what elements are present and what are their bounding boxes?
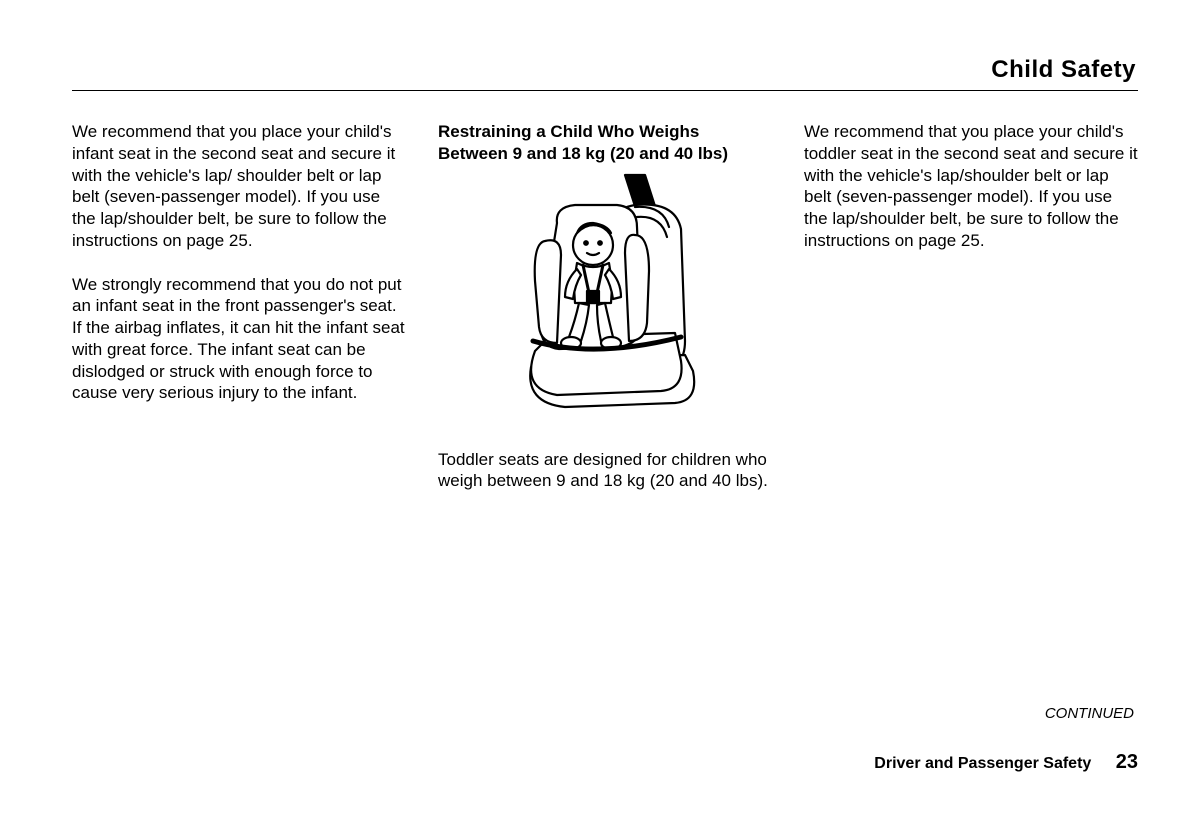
page-title: Child Safety <box>72 56 1136 84</box>
footer-page-number: 23 <box>1116 751 1138 773</box>
manual-page: Child Safety We recommend that you place… <box>0 0 1200 822</box>
child-seat-illustration-icon <box>485 171 725 431</box>
child-seat-figure <box>438 171 772 431</box>
col1-paragraph-1: We recommend that you place your child's… <box>72 121 406 252</box>
column-3: We recommend that you place your child's… <box>804 121 1138 514</box>
page-ref-link[interactable]: 25 <box>961 231 980 250</box>
col3-p1-text-post: . <box>980 231 985 250</box>
col3-paragraph-1: We recommend that you place your child's… <box>804 121 1138 252</box>
col1-paragraph-2: We strongly recommend that you do not pu… <box>72 274 406 405</box>
col1-p1-text-post: . <box>248 231 253 250</box>
title-rule <box>72 90 1138 91</box>
column-2: Restraining a Child Who Weighs Between 9… <box>438 121 772 514</box>
col2-caption: Toddler seats are designed for children … <box>438 449 772 493</box>
title-wrap: Child Safety <box>72 56 1138 84</box>
continued-label: CONTINUED <box>1045 705 1134 722</box>
page-footer: Driver and Passenger Safety 23 <box>874 751 1138 774</box>
footer-section-name: Driver and Passenger Safety <box>874 755 1091 772</box>
column-1: We recommend that you place your child's… <box>72 121 406 514</box>
page-ref-link[interactable]: 25 <box>229 231 248 250</box>
col2-subheading: Restraining a Child Who Weighs Between 9… <box>438 121 772 165</box>
content-columns: We recommend that you place your child's… <box>72 121 1138 514</box>
